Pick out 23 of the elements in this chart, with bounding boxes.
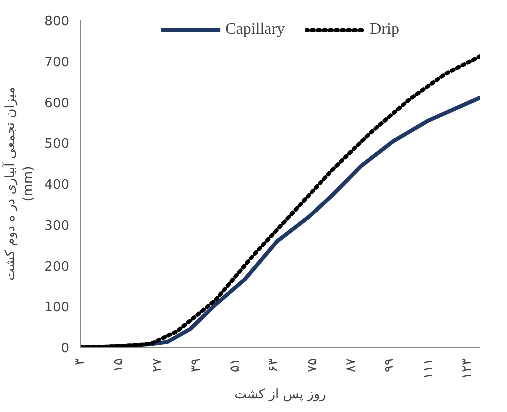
y-tick-label: 600 — [44, 96, 70, 112]
y-tick-label: 400 — [44, 178, 70, 193]
x-tick-label: ۵۱ — [228, 358, 243, 372]
x-tick-label: ۲۷ — [150, 358, 166, 372]
x-tick-label: ۸۷ — [344, 358, 359, 372]
y-tick-label: 0 — [61, 342, 70, 356]
x-axis-title: روز پس از کشت — [234, 387, 326, 402]
x-tick-label: ۹۹ — [382, 358, 398, 372]
x-tick-label: ۱۵ — [112, 358, 127, 372]
y-tick-label: 700 — [44, 55, 70, 70]
x-tick-label: ۱۱۱ — [421, 358, 436, 380]
x-tick-label: ۳۹ — [189, 358, 204, 372]
y-tick-label: 500 — [44, 137, 70, 152]
legend-label: Drip — [370, 21, 400, 39]
x-tick-label: ۶۳ — [266, 358, 282, 372]
x-tick-label: ۱۲۳ — [460, 358, 476, 380]
y-tick-label: 100 — [44, 300, 70, 316]
legend-label: Capillary — [226, 21, 286, 39]
y-tick-label: 300 — [44, 218, 70, 234]
x-tick-label: ۳ — [73, 358, 88, 366]
y-tick-label: 200 — [44, 260, 70, 275]
y-tick-label: 800 — [44, 14, 70, 30]
x-tick-label: ۷۵ — [305, 358, 320, 372]
